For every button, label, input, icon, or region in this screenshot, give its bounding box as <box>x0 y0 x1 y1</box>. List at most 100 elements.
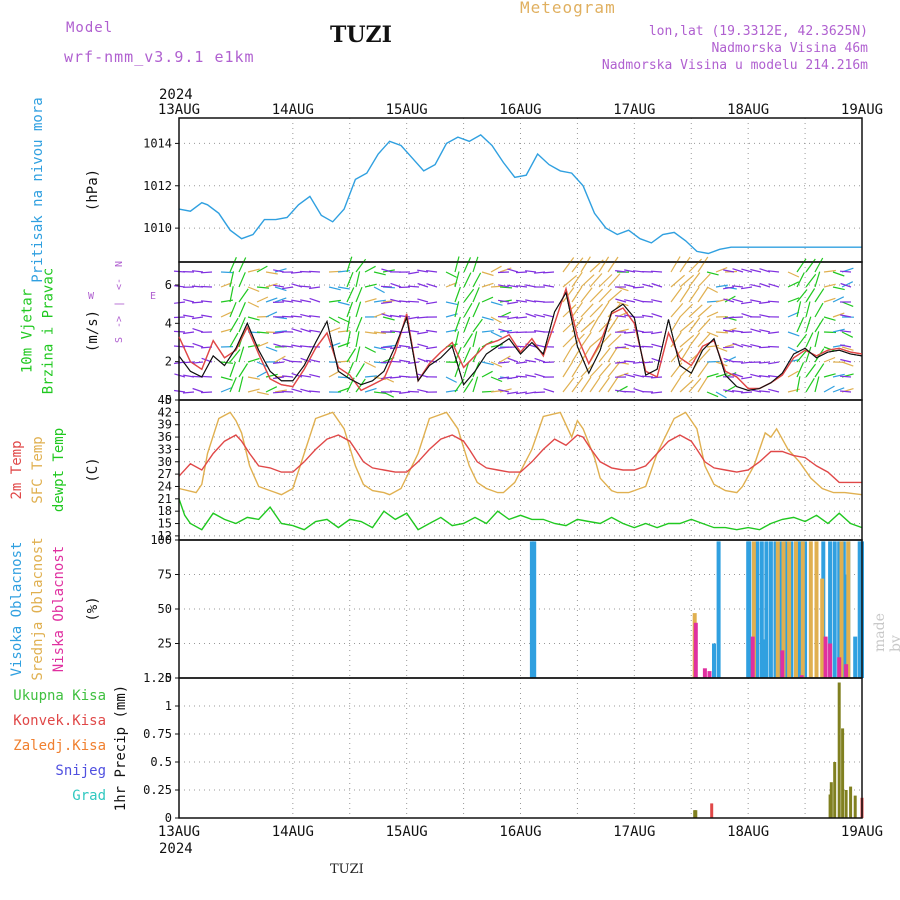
wind-arrow <box>337 286 350 290</box>
wind-arrow <box>346 287 355 303</box>
panel-title-pressure-0: Pritisak na nivou mora <box>30 97 46 282</box>
wind-arrow <box>706 331 719 338</box>
wind-arrow <box>623 390 636 393</box>
wind-arrow <box>706 373 719 378</box>
y-tick-label: 4 <box>165 316 172 330</box>
wind-arrow <box>715 331 729 334</box>
wind-arrow <box>750 373 762 378</box>
y-tick-label: 25 <box>158 637 172 651</box>
wind-arrow <box>823 316 836 321</box>
wind-arrow <box>282 299 294 303</box>
wind-arrow <box>679 274 694 288</box>
wind-arrow <box>247 388 260 393</box>
wind-arrow <box>562 361 574 378</box>
compass-part-3: -> <box>114 316 125 328</box>
wind-arrow <box>390 282 402 288</box>
wind-arrow <box>247 376 260 380</box>
wind-arrow <box>805 273 817 288</box>
wind-arrow <box>364 361 376 368</box>
wind-arrow <box>768 270 780 273</box>
wind-arrow <box>380 285 393 288</box>
wind-arrow <box>300 313 312 318</box>
wind-arrow <box>463 316 471 333</box>
wind-arrow <box>840 344 852 348</box>
wind-arrow <box>814 348 825 363</box>
wind-arrow <box>481 271 494 277</box>
wind-arrow <box>796 376 801 393</box>
y-tick-label: 75 <box>158 568 172 582</box>
wind-arrow <box>832 328 845 333</box>
wind-arrow <box>796 272 805 288</box>
wind-arrow <box>229 317 239 333</box>
unit-label-pressure: (hPa) <box>85 169 101 211</box>
wind-arrow <box>759 329 771 333</box>
wind-arrow <box>670 256 681 273</box>
wind-arrow <box>679 303 694 318</box>
wind-arrow <box>562 377 575 393</box>
wind-arrow <box>724 327 737 333</box>
wind-arrow <box>598 347 611 363</box>
wind-arrow <box>382 316 395 321</box>
wind-arrow <box>651 299 663 303</box>
wind-arrow <box>183 314 195 318</box>
bar-cloud_low <box>707 671 712 678</box>
wind-arrow <box>499 355 511 363</box>
wind-arrow <box>715 267 728 273</box>
wind-arrow <box>598 333 612 348</box>
y-tick-label: 30 <box>158 455 172 469</box>
wind-arrow <box>598 256 610 273</box>
wind-arrow <box>732 298 744 303</box>
wind-arrow <box>525 270 537 273</box>
bar-precip_conv <box>710 803 714 818</box>
bar-cloud_low <box>702 668 707 678</box>
wind-arrow <box>580 319 595 333</box>
wind-arrow <box>732 342 744 348</box>
wind-arrow <box>463 257 472 273</box>
wind-arrow <box>499 267 512 273</box>
wind-arrow <box>589 303 604 318</box>
wind-arrow <box>615 298 627 303</box>
wind-arrow <box>723 269 735 273</box>
wind-arrow <box>355 331 360 348</box>
bar-cloud_mid <box>781 541 786 678</box>
wind-arrow <box>220 386 233 393</box>
wind-arrow <box>542 361 555 364</box>
wind-arrow <box>373 286 385 294</box>
model-elevation-label: Nadmorska Visina u modelu 214.216m <box>601 58 868 73</box>
wind-arrow <box>463 302 473 318</box>
panel-frame-precip <box>178 677 863 819</box>
wind-arrow <box>624 299 636 303</box>
wind-arrow <box>463 333 474 348</box>
wind-arrow <box>497 271 510 274</box>
wind-arrow <box>767 345 780 348</box>
wind-arrow <box>373 299 386 303</box>
y-tick-label: 0.75 <box>143 727 172 741</box>
wind-arrow <box>562 257 575 273</box>
bar-cloud_high <box>798 541 803 678</box>
wind-arrow <box>454 256 460 273</box>
wind-arrow <box>282 286 294 290</box>
wind-arrow <box>472 318 483 333</box>
wind-arrow <box>346 316 351 333</box>
bar-cloud_low <box>823 636 828 678</box>
wind-arrow <box>823 373 836 378</box>
wind-arrow <box>750 299 762 303</box>
wind-arrow <box>373 346 386 351</box>
wind-arrow <box>407 300 420 303</box>
unit-label-wind: (m/s) <box>85 310 101 352</box>
wind-arrow <box>507 284 519 288</box>
bar-cloud_high <box>853 636 858 678</box>
wind-arrow <box>571 346 582 363</box>
wind-arrow <box>490 361 503 368</box>
wind-arrow <box>182 391 195 394</box>
bar-cloud_low <box>799 675 804 678</box>
wind-arrow <box>229 361 236 378</box>
wind-arrow <box>706 391 719 398</box>
precip-legend-3: Snijeg <box>55 763 106 779</box>
wind-arrow <box>373 271 386 276</box>
wind-arrow <box>265 373 278 378</box>
wind-arrow <box>697 304 712 318</box>
wind-arrow <box>740 331 753 334</box>
bar-cloud_low <box>693 622 698 678</box>
wind-arrow <box>841 301 854 307</box>
